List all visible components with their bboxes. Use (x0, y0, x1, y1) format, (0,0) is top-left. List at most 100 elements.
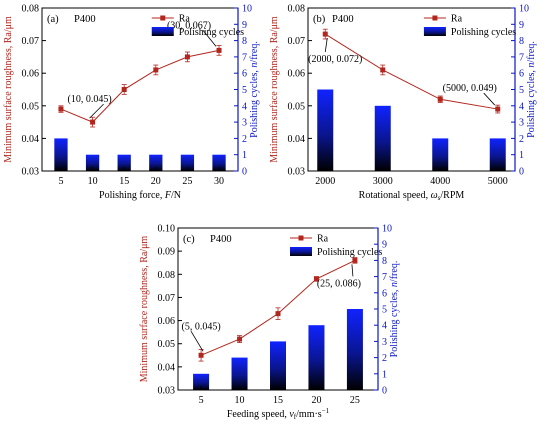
panel-label: (a) (47, 14, 59, 25)
ytick-right-label: 5 (519, 85, 524, 96)
ra-point (121, 87, 127, 92)
legend-swatch-bar (290, 247, 312, 256)
ytick-right-label: 5 (242, 85, 247, 96)
legend-label-bar: Polishing cycles (451, 27, 516, 38)
ytick-left-label: 0.08 (288, 4, 306, 15)
bar (180, 154, 195, 171)
data-annotation: (2000, 0.072) (308, 54, 362, 65)
data-annotation: (10, 0.045) (67, 94, 111, 105)
ytick-left-label: 0.08 (22, 4, 40, 15)
data-annotation: (30, 0.067) (167, 20, 211, 31)
x-axis-label-unit: /N (171, 190, 181, 201)
x-axis-label-var: F (164, 190, 172, 201)
legend-swatch-bar (151, 27, 174, 36)
ytick-right-label: 9 (382, 240, 387, 251)
ytick-left-label: 0.03 (288, 167, 306, 178)
ra-line (324, 33, 498, 110)
xtick-label: 10 (88, 176, 98, 187)
ytick-right-label: 1 (519, 150, 524, 161)
y-axis-label-right-main: Polishing cycles, (389, 287, 400, 357)
bar (85, 154, 100, 171)
y-axis-label-left: Minimum surface roughness, Ra/μm (139, 236, 150, 383)
xtick-label: 15 (273, 395, 283, 406)
ytick-right-label: 3 (519, 118, 524, 129)
ytick-right-label: 9 (242, 20, 247, 31)
ra-line (60, 49, 220, 123)
bar (317, 89, 334, 171)
xtick-label: 20 (311, 395, 321, 406)
ytick-left-label: 0.05 (22, 101, 40, 112)
ra-point (352, 257, 358, 263)
annotation-arrow (202, 30, 217, 47)
ytick-right-label: 7 (519, 52, 524, 63)
ytick-left-label: 0.05 (288, 101, 306, 112)
ytick-left-label: 0.05 (158, 339, 176, 350)
ytick-left-label: 0.03 (22, 167, 40, 178)
xtick-label: 5 (199, 395, 204, 406)
bar (117, 154, 131, 171)
annotation-arrow (483, 92, 496, 106)
x-axis-label-var: ω (431, 190, 438, 201)
xtick-label: 2000 (315, 176, 335, 187)
x-axis-label-unit: /mm·s (296, 409, 322, 420)
y-axis-label-right-unit: /freq. (526, 41, 537, 62)
ytick-right-label: 3 (382, 337, 387, 348)
ra-point (313, 276, 319, 282)
ra-point (216, 47, 222, 53)
ytick-right-label: 0 (242, 167, 247, 178)
ytick-right-label: 8 (382, 256, 387, 267)
ytick-left-label: 0.06 (158, 316, 176, 327)
x-axis-label: Feeding speed, vf/mm·s−1 (227, 407, 330, 421)
legend-marker-ra (160, 15, 166, 21)
y-axis-label-right: Polishing cycles, n/freq. (249, 41, 260, 138)
ytick-right-label: 10 (242, 4, 252, 15)
ytick-right-label: 6 (519, 69, 524, 80)
y-axis-label-right-var: n (249, 63, 260, 68)
legend-marker-ra (298, 235, 304, 241)
x-axis-label: Rotational speed, ωs/RPM (359, 190, 465, 202)
legend-label-bar: Polishing cycles (179, 27, 244, 38)
ytick-right-label: 4 (382, 321, 387, 332)
bar (54, 138, 68, 171)
bar (231, 357, 248, 390)
bar (193, 373, 210, 390)
y-axis-label-left: Minimum surface roughness, Ra/μm (269, 16, 280, 163)
ra-point (437, 96, 443, 102)
x-axis-label-var: v (289, 409, 294, 420)
ytick-right-label: 6 (242, 69, 247, 80)
xtick-label: 25 (182, 176, 192, 187)
ytick-left-label: 0.07 (288, 36, 306, 47)
legend-label-ra: Ra (317, 234, 329, 245)
ra-point (495, 106, 501, 112)
ytick-right-label: 8 (242, 36, 247, 47)
x-axis-label-sup: −1 (322, 407, 330, 415)
ytick-left-label: 0.04 (288, 134, 306, 145)
ra-point (275, 311, 281, 317)
ytick-right-label: 4 (242, 101, 247, 112)
panel-c: 0.03 0.04 0.05 0.06 0.07 0.08 0.09 0.10 0 1 2 3 4 5 6 7… (139, 224, 400, 422)
ytick-left-label: 0.04 (158, 362, 176, 373)
ra-point (153, 67, 159, 73)
ra-point (58, 106, 64, 112)
ytick-right-label: 0 (382, 386, 387, 397)
ytick-right-label: 2 (242, 134, 247, 145)
legend-swatch-bar (423, 27, 446, 36)
grit-label: P400 (332, 14, 354, 25)
ytick-right-label: 5 (382, 305, 387, 316)
bar (212, 154, 226, 171)
ytick-left-label: 0.07 (22, 36, 40, 47)
xtick-label: 10 (235, 395, 245, 406)
xtick-label: 3000 (373, 176, 393, 187)
grit-label: P400 (210, 234, 232, 245)
y-axis-label-left: Minimum surface roughness, Ra/μm (3, 16, 14, 163)
bar (308, 325, 325, 390)
legend-label-ra: Ra (451, 14, 463, 25)
ra-point (237, 336, 243, 342)
ytick-right-label: 8 (519, 36, 524, 47)
x-axis-label-main: Feeding speed, (227, 409, 290, 420)
ytick-right-label: 10 (519, 4, 529, 15)
y-axis-label-right: Polishing cycles, n/freq. (526, 41, 537, 138)
panel-label: (c) (183, 234, 195, 245)
panel-a: 0.03 0.04 0.05 0.06 0.07 0.08 0 1 2 3 4 5 6 7 8 9 10 5 10 1… (3, 4, 260, 202)
ytick-right-label: 9 (519, 20, 524, 31)
